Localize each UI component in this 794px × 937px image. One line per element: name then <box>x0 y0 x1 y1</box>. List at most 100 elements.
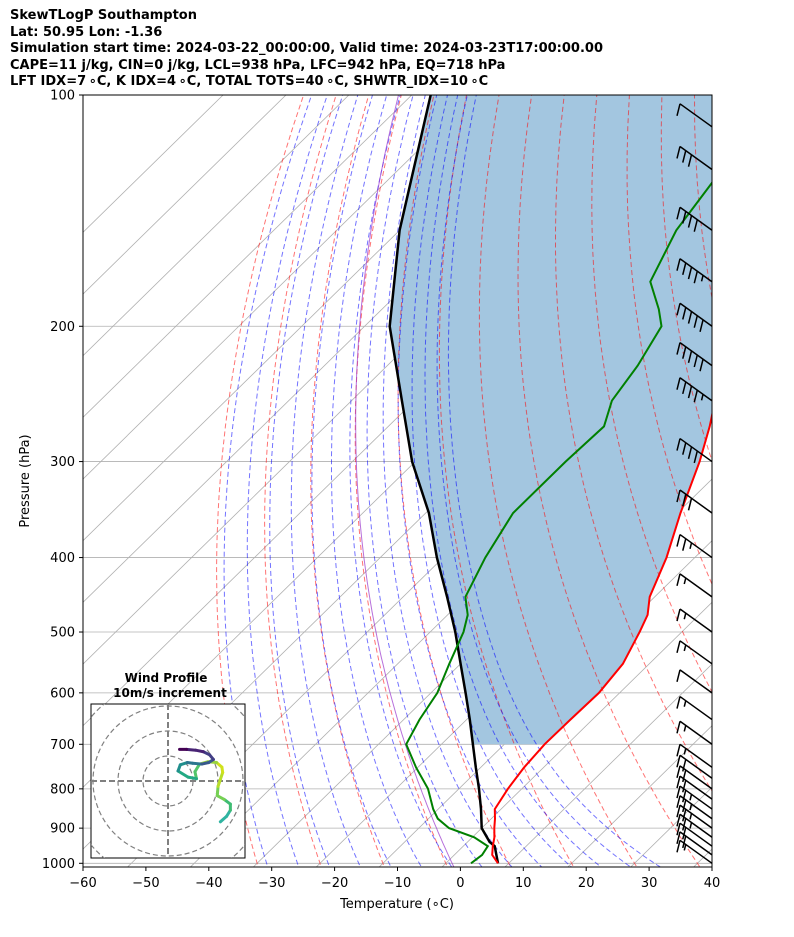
hodograph-segment <box>176 769 190 779</box>
moist-adiabat <box>349 95 453 867</box>
wind-barb <box>676 720 713 745</box>
y-tick-label: 500 <box>50 626 75 641</box>
wind-barb <box>676 813 713 838</box>
isotherm-line <box>378 540 712 867</box>
moist-adiabat <box>311 95 392 867</box>
indices-line: LFT IDX=7 ∘C, K IDX=4 ∘C, TOTAL TOTS=40 … <box>10 74 489 89</box>
barb-half-flag <box>700 275 704 282</box>
barb-flag <box>682 809 687 822</box>
barb-flag <box>693 354 699 368</box>
wind-barb <box>676 669 713 694</box>
barb-flag <box>676 342 681 355</box>
barb-shaft <box>679 795 713 820</box>
wind-barb <box>676 785 713 810</box>
isotherm-line <box>83 95 224 233</box>
moist-adiabat <box>424 95 602 867</box>
barb-shaft <box>679 341 713 367</box>
barb-flag <box>682 827 687 840</box>
dry-adiabat <box>478 95 638 867</box>
barb-flag <box>687 385 693 399</box>
barb-shaft <box>679 695 713 721</box>
wind-barb <box>676 839 713 864</box>
wind-barb <box>676 103 713 128</box>
barb-flag <box>676 795 681 808</box>
x-tick-label: −40 <box>195 876 222 891</box>
barb-half-flag <box>700 394 704 401</box>
isotherm-line <box>83 95 350 357</box>
barb-flag <box>676 534 681 547</box>
wind-barb <box>676 804 713 829</box>
barb-flag <box>676 755 681 768</box>
moist-adiabat <box>246 95 328 867</box>
barb-flag <box>676 831 681 845</box>
dry-adiabat <box>216 95 305 867</box>
reference-adiabat <box>355 95 455 867</box>
barb-flag <box>676 696 681 709</box>
barb-flag <box>676 804 681 818</box>
dry-adiabat <box>264 95 337 867</box>
barb-half-flag <box>683 844 687 851</box>
barb-half-flag <box>689 822 693 829</box>
wind-barb <box>676 341 713 372</box>
barb-flag <box>693 219 699 232</box>
barb-flag <box>687 266 693 280</box>
barb-half-flag <box>683 577 687 585</box>
barb-shaft <box>679 775 713 800</box>
wind-barbs <box>676 103 713 864</box>
hodograph-rings <box>91 704 245 858</box>
y-tick-label: 700 <box>50 738 75 753</box>
dewpoint-line <box>405 181 712 865</box>
barb-half-flag <box>683 725 687 732</box>
barb-flag <box>687 498 693 511</box>
barb-flag <box>682 818 687 831</box>
barb-shaft <box>679 103 713 128</box>
x-tick-label: 0 <box>456 876 464 891</box>
barb-flag <box>676 775 681 789</box>
barb-flag <box>682 780 687 793</box>
moist-adiabat <box>397 95 543 867</box>
x-tick-label: −20 <box>321 876 348 891</box>
moist-adiabat <box>447 95 662 867</box>
hodograph-segment <box>215 784 220 798</box>
barb-flag <box>699 319 704 333</box>
y-tick-label: 200 <box>50 320 75 335</box>
isotherm-line <box>83 95 475 480</box>
barb-flag <box>699 358 704 372</box>
wind-barb <box>676 573 713 598</box>
isotherm-line <box>441 601 712 867</box>
moist-adiabat <box>223 95 313 867</box>
wind-barb <box>676 795 713 820</box>
barb-flag <box>676 765 681 779</box>
isotherm-line <box>315 478 712 867</box>
barb-flag <box>676 814 681 827</box>
barb-shaft <box>679 145 713 171</box>
barb-flag <box>682 346 687 359</box>
temperature-line <box>491 410 712 864</box>
barb-flag <box>682 769 687 783</box>
barb-half-flag <box>683 700 687 707</box>
wind-barb <box>676 437 713 464</box>
barb-flag <box>687 215 693 228</box>
dry-adiabat <box>727 95 794 880</box>
wind-barb <box>676 489 713 514</box>
barb-flag <box>676 823 681 836</box>
isotherm-line <box>83 95 287 295</box>
barb-flag <box>676 303 681 316</box>
barb-flag <box>676 669 681 683</box>
barb-flag <box>676 840 681 853</box>
inset-title: Wind Profile <box>125 671 208 685</box>
y-tick-label: 300 <box>50 455 75 470</box>
barb-flag <box>682 493 687 507</box>
barb-flag <box>676 640 681 654</box>
barb-shaft <box>679 489 713 514</box>
barb-shaft <box>679 258 713 283</box>
dry-adiabat <box>517 95 701 867</box>
barb-shaft <box>679 206 713 231</box>
moist-adiabat <box>382 95 513 867</box>
chart-header: SkewTLogP Southampton Lat: 50.95 Lon: -1… <box>10 8 603 91</box>
barb-shaft <box>679 785 713 810</box>
barb-shaft <box>679 573 713 598</box>
barb-flag <box>676 573 681 587</box>
cape-region <box>389 95 712 745</box>
